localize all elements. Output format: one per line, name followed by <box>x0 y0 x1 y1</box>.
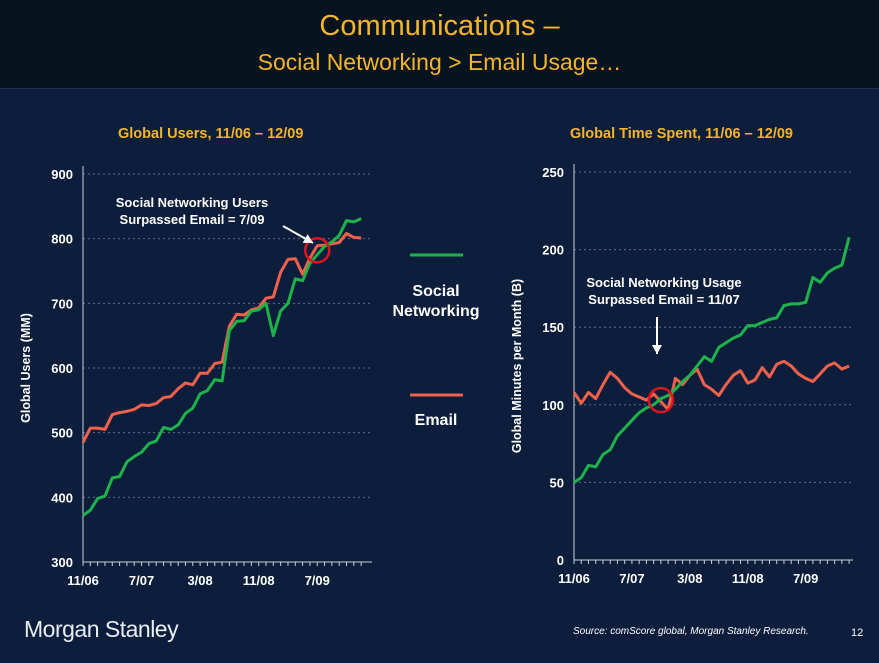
time-x-tick-label: 3/08 <box>677 571 702 586</box>
time-annotation-arrowhead <box>652 345 662 354</box>
time-y-tick-label: 100 <box>542 398 564 413</box>
users-x-tick-label: 7/07 <box>129 573 154 588</box>
users-x-tick-label: 3/08 <box>187 573 212 588</box>
users-y-tick-label: 800 <box>51 232 73 247</box>
time-x-tick-label: 11/06 <box>558 571 590 586</box>
time-y-tick-label: 0 <box>557 553 564 568</box>
users-annotation-arrowhead <box>302 234 313 243</box>
users-x-tick-label: 11/06 <box>67 573 99 588</box>
users-y-tick-label: 500 <box>51 426 73 441</box>
users-crossover-circle <box>303 237 331 264</box>
time-series-social-networking <box>573 236 851 484</box>
time-x-tick-label: 11/08 <box>732 571 764 586</box>
users-y-tick-label: 300 <box>51 555 73 570</box>
legend-social-label-line1: Social <box>412 283 460 300</box>
users-y-tick-label: 600 <box>51 361 73 376</box>
users-series-social-networking <box>82 217 362 517</box>
page-subtitle: Social Networking > Email Usage… <box>257 49 622 75</box>
time-x-tick-label: 7/07 <box>619 571 644 586</box>
title-band: Communications – Social Networking > Ema… <box>0 0 879 89</box>
page-title: Communications – <box>319 10 560 42</box>
time-crossover-circle <box>647 386 675 414</box>
legend-social-label-line2: Networking <box>392 303 480 320</box>
users-y-axis-title: Global Users (MM) <box>19 313 33 423</box>
page-number: 12 <box>851 627 864 639</box>
users-series-email <box>81 232 362 444</box>
time-x-tick-label: 7/09 <box>793 571 818 586</box>
right-chart-title: Global Time Spent, 11/06 – 12/09 <box>570 126 793 142</box>
legend-email-label: Email <box>414 412 458 429</box>
source-note: Source: comScore global, Morgan Stanley … <box>573 626 809 637</box>
legend-social-label: Social Networking <box>381 282 491 322</box>
users-x-tick-label: 11/08 <box>243 573 275 588</box>
left-chart-title: Global Users, 11/06 – 12/09 <box>118 126 304 142</box>
users-annotation-line1: Social Networking Users <box>116 195 268 210</box>
time-y-tick-label: 250 <box>542 165 564 180</box>
time-y-tick-label: 200 <box>542 243 564 258</box>
users-annotation-line2: Surpassed Email = 7/09 <box>120 212 265 227</box>
users-x-tick-label: 7/09 <box>305 573 330 588</box>
users-y-tick-label: 400 <box>51 490 73 505</box>
users-y-tick-label: 700 <box>51 296 73 311</box>
time-y-tick-label: 150 <box>542 320 564 335</box>
time-series-email <box>572 359 850 411</box>
morgan-stanley-logo: Morgan Stanley <box>24 616 179 642</box>
time-y-tick-label: 50 <box>550 475 564 490</box>
time-y-axis-title: Global Minutes per Month (B) <box>510 279 524 453</box>
time-annotation-line1: Social Networking Usage <box>586 275 741 290</box>
users-y-tick-label: 900 <box>51 167 73 182</box>
time-annotation-line2: Surpassed Email = 11/07 <box>588 292 739 307</box>
